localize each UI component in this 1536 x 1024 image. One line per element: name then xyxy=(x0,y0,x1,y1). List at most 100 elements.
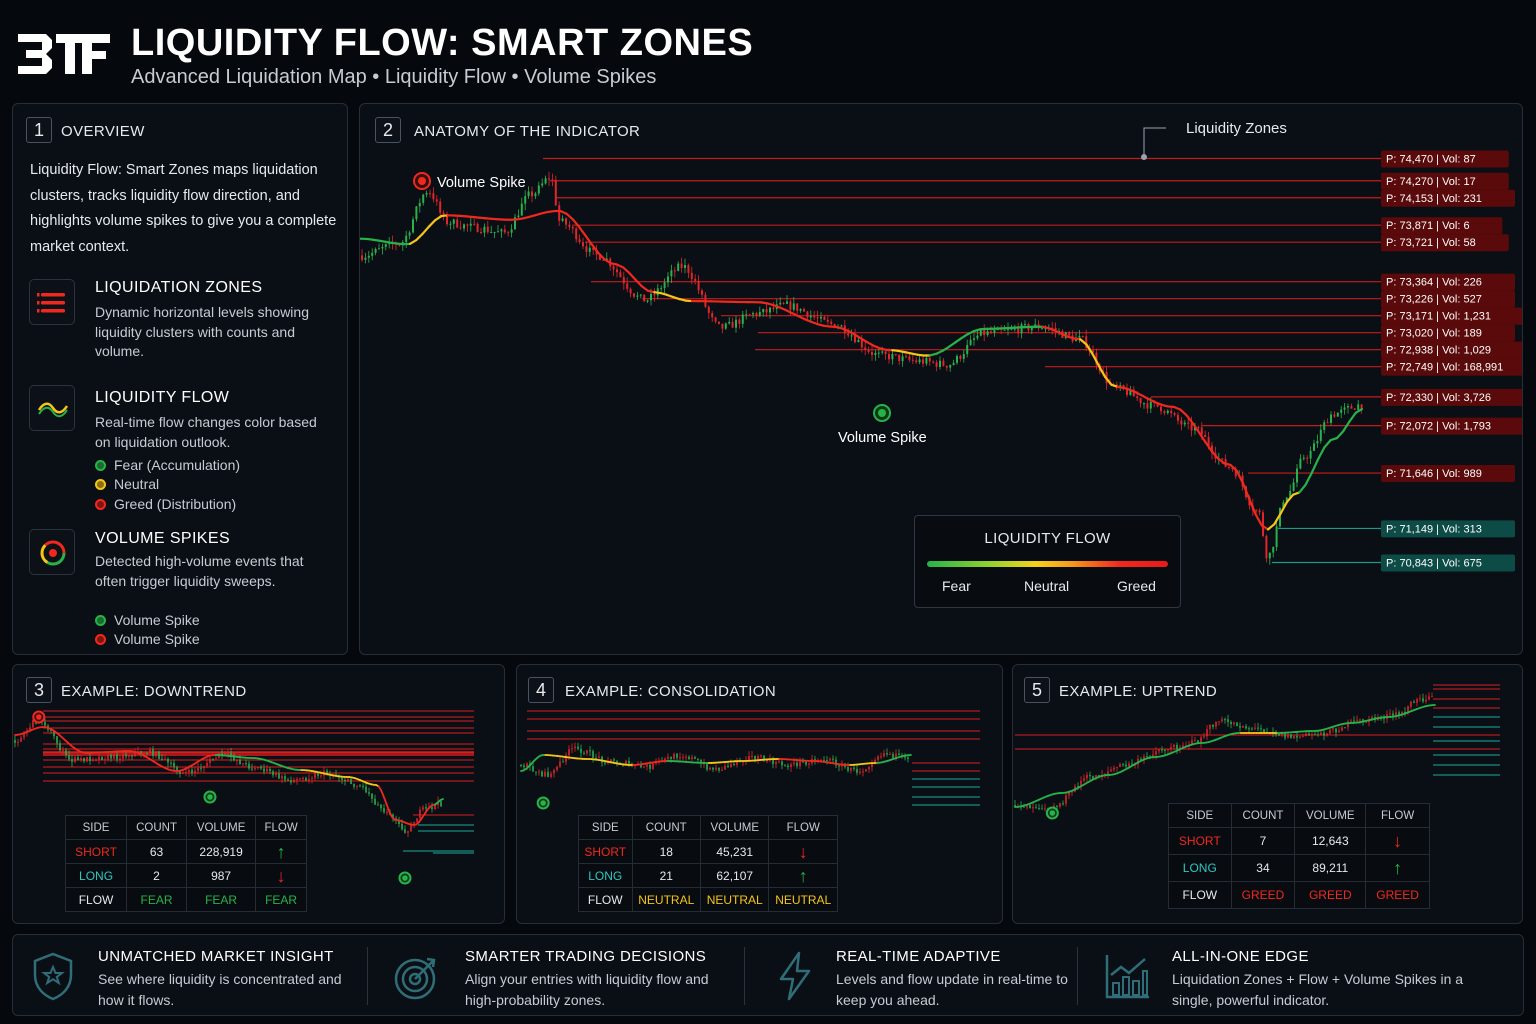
candle-body xyxy=(826,319,829,322)
candle-body xyxy=(143,753,145,755)
candle-body xyxy=(864,347,867,350)
candle-body xyxy=(871,763,873,768)
candle-body xyxy=(646,300,649,302)
candle-body xyxy=(679,757,681,759)
candle-body xyxy=(1107,771,1109,775)
candle-body xyxy=(772,758,774,765)
candle-body xyxy=(490,231,493,233)
divider xyxy=(367,947,368,1005)
flow-gradient-bar xyxy=(927,561,1168,567)
zone-label-bg xyxy=(1381,234,1509,252)
liquidity-flow-segment xyxy=(797,315,806,321)
candle-body xyxy=(1020,324,1023,334)
volume-spike-core xyxy=(402,875,408,881)
candle-body xyxy=(1343,407,1346,410)
candle-body xyxy=(1035,807,1037,809)
candle-body xyxy=(1350,720,1352,722)
liquidity-flow-segment xyxy=(383,796,388,806)
candle-body xyxy=(1143,403,1145,405)
candle-body xyxy=(574,746,576,749)
candle-body xyxy=(1260,728,1262,730)
candle-body xyxy=(1330,414,1332,423)
feature-desc-flow: Real-time flow changes color based on li… xyxy=(95,414,317,450)
candle-body xyxy=(1116,766,1118,768)
candle-body xyxy=(311,777,313,780)
candle-body xyxy=(894,354,897,356)
candle-body xyxy=(1177,414,1179,421)
candle-body xyxy=(194,770,196,774)
zone-label-bg xyxy=(1381,217,1503,235)
zone-label-text: P: 72,938 | Vol: 1,029 xyxy=(1386,345,1491,357)
candle-body xyxy=(568,749,570,756)
candle-body xyxy=(401,823,403,830)
candle-body xyxy=(412,219,414,233)
candle-body xyxy=(1026,804,1028,808)
liquidity-flow-segment xyxy=(1179,408,1188,417)
candle-body xyxy=(1422,698,1424,702)
candle-body xyxy=(1356,719,1358,721)
liquidity-flow-segment xyxy=(803,317,812,323)
liquidity-flow-segment xyxy=(1054,329,1063,335)
downtrend-panel: 3 EXAMPLE: DOWNTREND SIDE COUNT VOLUME FLOW… xyxy=(12,664,505,924)
candle-body xyxy=(1258,510,1261,513)
candle-body xyxy=(901,356,904,362)
candle-body xyxy=(840,325,843,327)
candle-body xyxy=(1030,327,1033,331)
candle-body xyxy=(1122,764,1124,766)
candle-body xyxy=(1197,740,1199,744)
candle-body xyxy=(826,760,828,762)
candle-body xyxy=(432,193,435,200)
candle-body xyxy=(850,335,853,337)
zone-label-bg xyxy=(1381,358,1522,376)
liquidity-flow-segment xyxy=(1248,497,1257,516)
candle-body xyxy=(1323,422,1326,430)
candle-body xyxy=(884,351,887,354)
candle-body xyxy=(1023,806,1025,808)
candle-body xyxy=(1170,410,1173,414)
candle-body xyxy=(874,760,876,764)
candle-body xyxy=(541,771,543,777)
candle-body xyxy=(691,757,693,760)
candle-body xyxy=(714,317,717,322)
candle-body xyxy=(125,754,127,757)
candle-body xyxy=(728,321,731,324)
candle-body xyxy=(1254,727,1256,729)
candle-body xyxy=(799,309,802,311)
candle-body xyxy=(1197,426,1200,428)
benefit-desc-realtime: Levels and flow update in real-time to k… xyxy=(836,971,1068,1008)
spike-dot-green-icon xyxy=(95,615,106,626)
candle-body xyxy=(1204,434,1207,438)
zone-label: P: 74,153 | Vol: 231 xyxy=(1381,189,1515,207)
candle-body xyxy=(1155,751,1157,755)
liquidity-flow-segment xyxy=(1091,353,1101,368)
candle-body xyxy=(707,306,710,314)
candle-body xyxy=(680,263,683,269)
candle-body xyxy=(1083,778,1085,781)
liquidity-flow-segment xyxy=(578,225,587,237)
candle-body xyxy=(1182,745,1184,748)
candle-body xyxy=(1166,410,1169,413)
liquidity-flow-segment xyxy=(1254,513,1263,527)
candle-body xyxy=(1068,792,1070,796)
candle-body xyxy=(1314,734,1316,736)
liquidity-flow-segment xyxy=(1173,405,1182,411)
candle-body xyxy=(466,224,469,226)
candle-body xyxy=(407,831,409,833)
candle-body xyxy=(1078,336,1081,338)
candle-body xyxy=(670,756,672,759)
candle-body xyxy=(356,785,358,787)
overview-title: OVERVIEW xyxy=(61,123,145,140)
liquidity-flow-segment xyxy=(935,349,944,355)
volume-spike-core xyxy=(878,409,886,417)
candle-body xyxy=(706,763,708,770)
candle-body xyxy=(915,360,918,363)
candle-body xyxy=(805,761,807,765)
liquidity-flow-segment xyxy=(941,345,950,352)
candle-body xyxy=(748,755,750,761)
candle-body xyxy=(410,823,412,832)
candle-body xyxy=(95,760,97,762)
candle-body xyxy=(1329,729,1331,734)
candle-body xyxy=(601,756,603,763)
table-row: SHORT 18 45,231 ↓ xyxy=(578,839,838,864)
candle-body xyxy=(592,247,595,250)
